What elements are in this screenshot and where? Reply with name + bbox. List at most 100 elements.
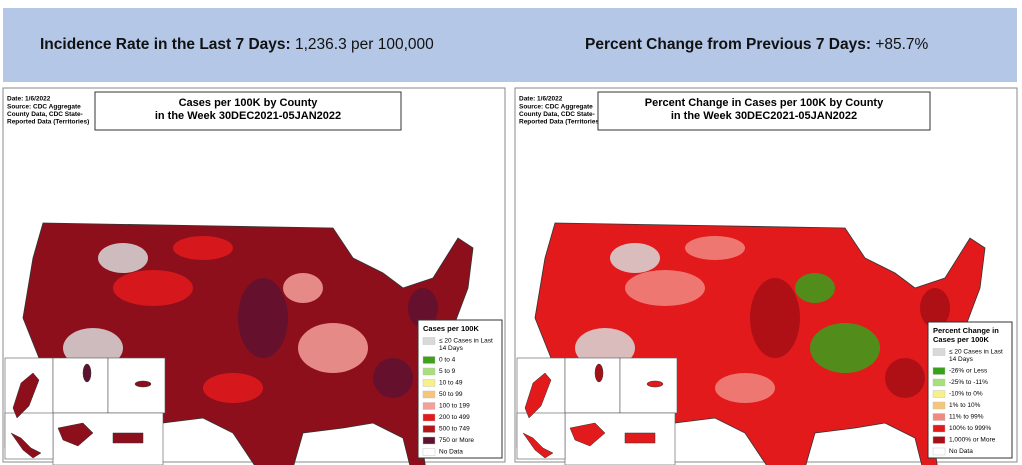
legend-label: 50 to 99 <box>439 391 463 398</box>
map-title: in the Week 30DEC2021-05JAN2022 <box>155 110 341 122</box>
legend-label: ≤ 20 Cases in Last <box>439 338 493 345</box>
legend-title: Percent Change in <box>933 326 999 335</box>
legend-label: 100% to 999% <box>949 425 992 432</box>
county-patch <box>203 373 263 403</box>
county-patch <box>283 273 323 303</box>
inset-frame <box>52 357 109 414</box>
legend-title: Cases per 100K <box>933 335 989 344</box>
map-date: Date: 1/6/2022 <box>519 96 563 103</box>
legend-label: 200 to 499 <box>439 414 470 421</box>
legend-swatch <box>932 401 946 410</box>
county-patch <box>373 358 413 398</box>
map-title: Percent Change in Cases per 100K by Coun… <box>645 97 884 109</box>
map-title: in the Week 30DEC2021-05JAN2022 <box>671 110 857 122</box>
title-box <box>597 91 931 131</box>
legend-swatch <box>932 413 946 421</box>
incidence-summary: Incidence Rate in the Last 7 Days: 1,236… <box>40 36 434 54</box>
legend-label: No Data <box>439 449 463 456</box>
map-date: Date: 1/6/2022 <box>7 96 51 103</box>
county-patch <box>610 243 660 273</box>
summary-bar: Incidence Rate in the Last 7 Days: 1,236… <box>3 8 1017 82</box>
legend-label: 14 Days <box>439 345 464 352</box>
legend-swatch <box>932 378 946 387</box>
legend-label: 14 Days <box>949 356 974 363</box>
legend-swatch <box>932 390 946 398</box>
county-patch <box>920 288 950 328</box>
inset-mp <box>594 363 604 383</box>
map-source: Source: CDC Aggregate <box>7 104 81 111</box>
county-patch <box>113 270 193 306</box>
county-patch <box>715 373 775 403</box>
map-source: Reported Data (Territories) <box>7 119 89 126</box>
county-patch <box>885 358 925 398</box>
legend-swatch <box>422 402 436 410</box>
summary-value: 1,236.3 per 100,000 <box>294 36 434 53</box>
summary-value: +85.7% <box>875 36 929 53</box>
inset-as <box>134 380 152 388</box>
legend-label: 750 or More <box>439 437 474 444</box>
inset-guam <box>524 372 552 419</box>
title-box <box>94 91 402 131</box>
legend-label: -26% or Less <box>949 368 988 375</box>
summary-label: Percent Change from Previous 7 Days: <box>585 36 871 53</box>
legend-swatch <box>422 379 436 387</box>
legend-label: No Data <box>949 448 973 455</box>
legend-swatch <box>422 425 436 433</box>
legend-swatch <box>422 448 436 456</box>
legend-label: 1,000% or More <box>949 437 996 444</box>
inset-as <box>646 380 664 388</box>
map-source: Source: CDC Aggregate <box>519 104 593 111</box>
county-patch <box>298 323 368 373</box>
inset-frame <box>564 357 621 414</box>
legend-label: 11% to 99% <box>949 414 984 421</box>
legend-swatch <box>932 436 946 444</box>
legend-label: -25% to -11% <box>949 379 988 386</box>
legend-swatch <box>422 390 436 399</box>
legend-label: 0 to 4 <box>439 357 456 364</box>
legend-title: Cases per 100K <box>423 324 479 333</box>
legend-label: 10 to 49 <box>439 380 463 387</box>
legend-swatch <box>422 367 436 376</box>
map-source: County Data, CDC State- <box>519 111 595 118</box>
county-patch <box>750 278 800 358</box>
legend-label: 100 to 199 <box>439 403 470 410</box>
county-patch <box>408 288 438 328</box>
summary-label: Incidence Rate in the Last 7 Days: <box>40 36 291 53</box>
county-patches <box>63 236 438 403</box>
inset-hawaii <box>522 432 554 459</box>
county-patch <box>98 243 148 273</box>
legend-swatch <box>932 348 946 356</box>
legend-label: ≤ 20 Cases in Last <box>949 349 1003 356</box>
legend-swatch <box>422 413 436 422</box>
inset-pr <box>112 432 144 444</box>
county-patch <box>625 270 705 306</box>
inset-alaska <box>569 422 606 447</box>
legend-label: 1% to 10% <box>949 402 981 409</box>
legend-swatch <box>422 436 436 445</box>
legend-swatch <box>932 424 946 433</box>
inset-hawaii <box>10 432 42 459</box>
legend-label: 5 to 9 <box>439 368 456 375</box>
legend-label: -10% to 0% <box>949 391 983 398</box>
county-patch <box>685 236 745 260</box>
map-title: Cases per 100K by County <box>179 97 319 109</box>
county-patch <box>795 273 835 303</box>
legend-swatch <box>422 356 436 364</box>
county-patch <box>173 236 233 260</box>
legend-swatch <box>932 367 946 375</box>
legend-label: 500 to 749 <box>439 426 470 433</box>
inset-guam <box>12 372 40 419</box>
map-source: County Data, CDC State- <box>7 111 83 118</box>
inset-pr <box>624 432 656 444</box>
map-source: Reported Data (Territories) <box>519 119 601 126</box>
inset-alaska <box>57 422 94 447</box>
legend-swatch <box>422 337 436 345</box>
legend-box <box>927 321 1013 459</box>
inset-mp <box>82 363 92 383</box>
county-patch <box>810 323 880 373</box>
change-summary: Percent Change from Previous 7 Days: +85… <box>585 36 928 54</box>
